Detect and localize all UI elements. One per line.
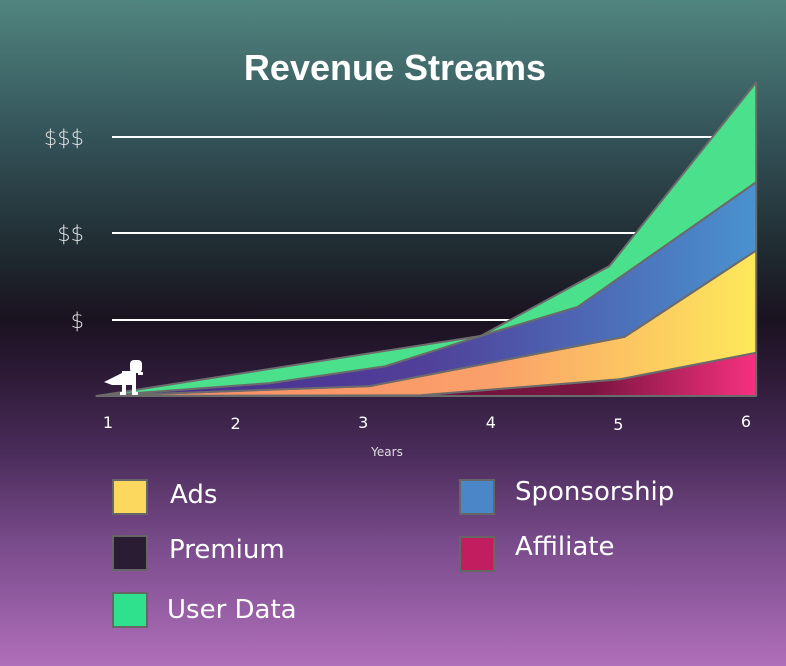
legend-label: User Data: [167, 595, 297, 625]
legend-label: Ads: [170, 480, 217, 510]
area-user-data: [95, 81, 758, 397]
y-tick-label: $: [71, 309, 84, 333]
legend-label: Affiliate: [515, 532, 615, 562]
x-tick-label: 1: [103, 413, 113, 432]
y-tick-label: $$: [57, 222, 84, 246]
x-axis-label: Years: [370, 445, 403, 459]
legend-item: Affiliate: [459, 532, 615, 572]
dinosaur-icon: [104, 360, 143, 395]
legend-item: Ads: [112, 479, 217, 515]
x-tick-label: 2: [231, 414, 241, 433]
legend-label: Sponsorship: [515, 477, 674, 507]
legend-item: User Data: [112, 592, 297, 628]
legend-swatch: [459, 479, 495, 515]
legend-swatch: [112, 479, 148, 515]
legend-swatch: [459, 536, 495, 572]
y-tick-label: $$$: [44, 126, 84, 150]
x-tick-label: 3: [358, 413, 368, 432]
legend-item: Sponsorship: [459, 477, 674, 515]
x-tick-label: 6: [741, 412, 751, 431]
legend-swatch: [112, 535, 148, 571]
x-tick-label: 4: [486, 413, 496, 432]
chart-title: Revenue Streams: [244, 47, 546, 88]
legend-item: Premium: [112, 535, 285, 571]
legend-swatch: [112, 592, 148, 628]
legend-label: Premium: [169, 535, 285, 565]
x-tick-label: 5: [613, 415, 623, 434]
